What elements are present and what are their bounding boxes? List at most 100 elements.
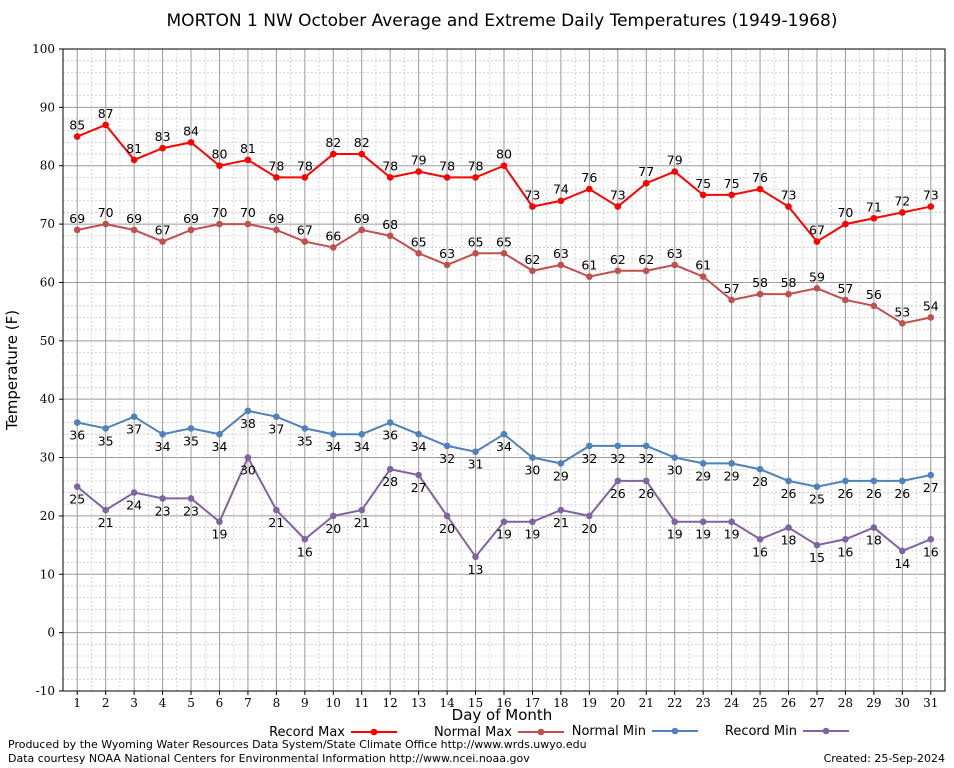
data-point-record-max xyxy=(301,174,309,181)
data-label-record-min: 27 xyxy=(411,480,427,495)
data-point-record-min xyxy=(472,553,479,561)
data-point-normal-max xyxy=(756,290,764,298)
data-label-normal-min: 29 xyxy=(695,468,711,483)
data-point-normal-min xyxy=(301,425,309,432)
data-label-record-min: 26 xyxy=(610,486,626,501)
data-point-normal-min xyxy=(329,430,337,438)
data-label-normal-max: 53 xyxy=(894,304,910,319)
data-label-record-max: 84 xyxy=(183,123,199,138)
data-label-record-max: 78 xyxy=(439,158,455,173)
data-point-record-min xyxy=(614,477,622,485)
data-label-normal-min: 37 xyxy=(268,422,284,437)
data-label-normal-min: 34 xyxy=(411,439,427,454)
data-point-normal-min xyxy=(187,425,195,432)
data-label-normal-max: 58 xyxy=(781,275,797,290)
series-normal-min: 36 35 37 34 35 34 38 37 35 34 34 36 34 32 31 34 30 29 32 32… xyxy=(69,407,939,507)
data-point-normal-min xyxy=(870,477,878,485)
data-point-normal-max xyxy=(301,238,309,245)
data-label-record-max: 78 xyxy=(382,158,398,173)
data-label-normal-max: 54 xyxy=(923,298,939,313)
data-label-record-min: 25 xyxy=(69,492,85,507)
data-point-record-min xyxy=(671,518,679,526)
data-point-record-max xyxy=(842,220,849,228)
y-axis-label: Temperature (F) xyxy=(3,310,21,431)
data-point-normal-min xyxy=(813,483,821,491)
data-point-normal-max xyxy=(216,220,223,228)
data-label-normal-min: 30 xyxy=(524,463,540,478)
data-label-record-max: 80 xyxy=(212,147,228,162)
data-point-record-max xyxy=(785,203,792,210)
data-label-normal-max: 65 xyxy=(496,234,512,249)
data-point-normal-min xyxy=(842,477,849,485)
data-label-normal-min: 34 xyxy=(155,439,171,454)
data-label-normal-max: 63 xyxy=(439,246,455,261)
x-tick-label: 31 xyxy=(923,696,938,710)
data-point-record-max xyxy=(614,203,622,210)
y-tick-label: 60 xyxy=(40,275,55,289)
x-tick-label: 28 xyxy=(838,696,853,710)
data-point-record-max xyxy=(899,209,906,216)
data-label-normal-min: 26 xyxy=(837,486,853,501)
data-point-normal-min xyxy=(102,425,109,432)
data-point-normal-max xyxy=(386,232,394,240)
data-label-normal-min: 27 xyxy=(923,480,939,495)
x-tick-label: 2 xyxy=(102,696,110,710)
data-label-normal-min: 34 xyxy=(212,439,228,454)
data-label-normal-min: 32 xyxy=(610,451,626,466)
data-label-normal-min: 29 xyxy=(724,468,740,483)
data-point-record-min xyxy=(785,524,792,531)
data-point-normal-min xyxy=(273,413,280,420)
data-point-normal-max xyxy=(415,249,422,257)
data-point-normal-min xyxy=(671,454,679,461)
data-label-normal-max: 62 xyxy=(524,252,540,267)
x-tick-label: 4 xyxy=(159,696,167,710)
data-label-record-max: 77 xyxy=(638,164,654,179)
data-point-normal-max xyxy=(671,261,679,269)
data-label-record-max: 85 xyxy=(69,118,85,133)
x-tick-label: 29 xyxy=(866,696,881,710)
data-label-record-min: 20 xyxy=(581,521,597,536)
x-tick-label: 8 xyxy=(273,696,281,710)
data-label-record-min: 21 xyxy=(98,515,114,530)
data-point-record-min xyxy=(927,535,935,543)
data-point-normal-max xyxy=(529,267,536,275)
data-label-normal-max: 65 xyxy=(468,234,484,249)
footer-created-date: Created: 25-Sep-2024 xyxy=(824,752,945,765)
data-label-normal-min: 26 xyxy=(781,486,797,501)
x-tick-label: 10 xyxy=(326,696,341,710)
legend-marker-normal-min xyxy=(671,727,679,735)
x-tick-label: 24 xyxy=(724,696,740,710)
data-label-record-max: 71 xyxy=(866,199,882,214)
data-label-normal-max: 56 xyxy=(866,287,882,302)
data-point-normal-max xyxy=(614,267,622,275)
data-point-record-max xyxy=(443,174,451,181)
data-point-record-min xyxy=(728,518,735,526)
data-point-record-max xyxy=(329,150,337,158)
data-point-record-min xyxy=(130,489,138,496)
data-point-normal-min xyxy=(415,430,422,438)
data-label-record-min: 13 xyxy=(468,562,484,577)
data-point-normal-max xyxy=(443,261,451,269)
data-label-normal-min: 35 xyxy=(183,433,199,448)
data-label-record-min: 18 xyxy=(781,533,797,548)
data-label-record-min: 30 xyxy=(240,463,256,478)
data-point-normal-min xyxy=(130,413,138,420)
data-point-normal-min xyxy=(785,477,792,485)
data-label-record-min: 16 xyxy=(297,544,313,559)
data-point-normal-max xyxy=(159,238,166,245)
data-point-record-min xyxy=(699,518,707,526)
data-point-normal-max xyxy=(899,320,906,327)
data-label-record-max: 70 xyxy=(837,205,853,220)
data-point-normal-max xyxy=(870,302,878,310)
data-point-record-min xyxy=(301,535,309,543)
data-point-normal-min xyxy=(756,465,764,473)
data-point-record-min xyxy=(642,477,650,485)
data-label-normal-min: 25 xyxy=(809,492,825,507)
x-tick-label: 11 xyxy=(354,696,369,710)
data-point-record-max xyxy=(102,121,109,129)
data-point-record-max xyxy=(386,174,394,181)
x-axis-ticks: 1 2 3 4 5 6 7 8 9 10 11 12 13 14 15 16 17 18 19 20 21 22 23 24 2… xyxy=(73,691,938,710)
data-label-record-min: 16 xyxy=(837,544,853,559)
data-label-normal-min: 34 xyxy=(496,439,512,454)
data-point-record-max xyxy=(671,168,679,175)
